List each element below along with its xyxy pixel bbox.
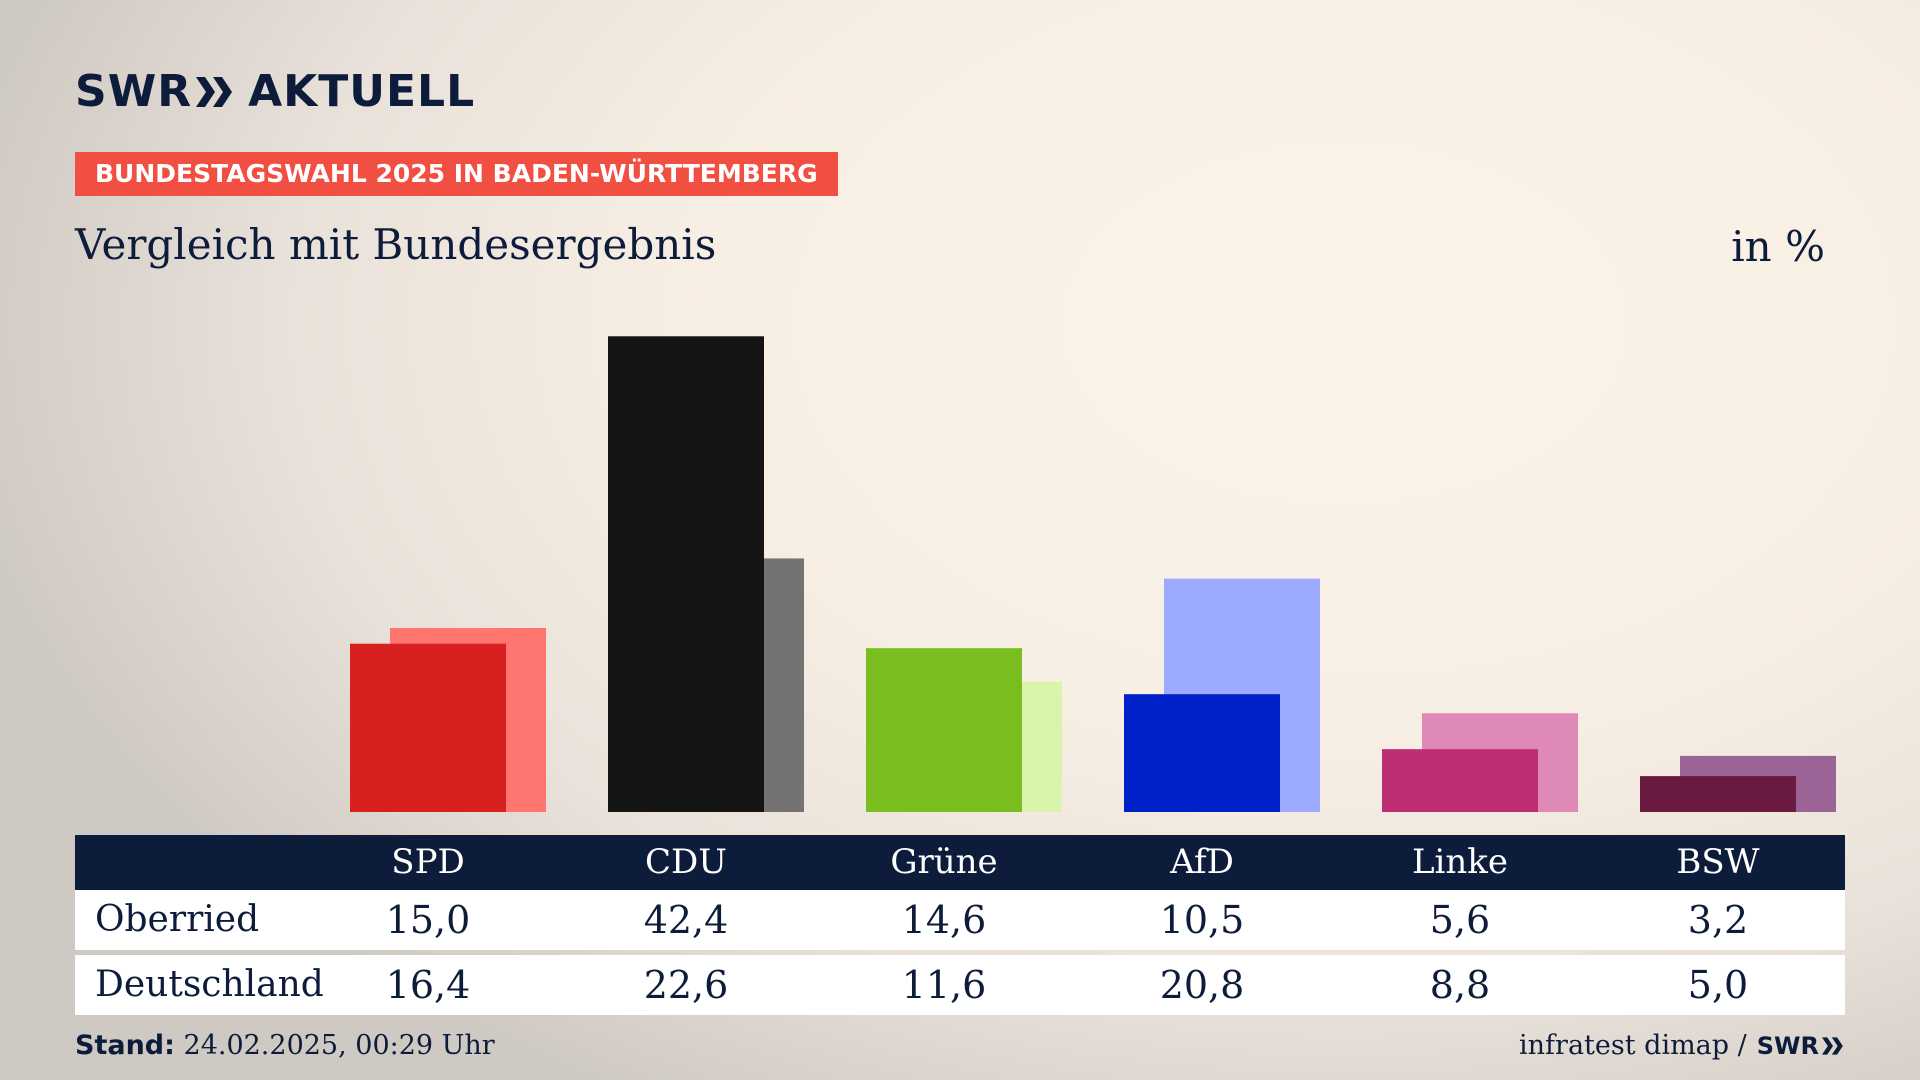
bar-oberried-afd: [1124, 694, 1280, 812]
source-brand: SWR: [1756, 1031, 1819, 1060]
election-banner: BUNDESTAGSWAHL 2025 IN BADEN-WÜRTTEMBERG: [75, 152, 838, 196]
table-cell: 3,2: [1687, 898, 1749, 942]
table-cell: 22,6: [643, 963, 729, 1007]
results-table: SPD CDU Grüne AfD Linke BSW Oberried 15,0 42,4…: [75, 835, 1845, 1015]
swr-mini-logo: SWR: [1757, 1032, 1844, 1060]
swr-aktuell-logo: SWR AKTUELL: [75, 66, 475, 117]
bar-oberried-gruene: [866, 648, 1022, 812]
table-cell: 42,4: [643, 898, 729, 942]
table-cell: 5,0: [1687, 963, 1749, 1007]
table-cell: 20,8: [1159, 963, 1245, 1007]
table-cell: 14,6: [901, 898, 987, 942]
table-cell: 16,4: [385, 963, 471, 1007]
table-header: SPD CDU Grüne AfD Linke BSW: [75, 835, 1845, 890]
column-header-gruene: Grüne: [890, 842, 998, 882]
column-header-bsw: BSW: [1676, 842, 1760, 882]
table-row-deutschland: Deutschland 16,4 22,6 11,6 20,8 8,8 5,0: [75, 955, 1845, 1015]
column-header-afd: AfD: [1170, 842, 1234, 882]
logo-swr-text: SWR: [75, 66, 193, 117]
chart-subtitle: Vergleich mit Bundesergebnis: [75, 220, 717, 269]
logo-aktuell-text: AKTUELL: [248, 66, 476, 117]
table-cell: 11,6: [901, 963, 987, 1007]
column-header-linke: Linke: [1411, 842, 1509, 882]
bar-oberried-linke: [1382, 749, 1538, 812]
bar-chart: [350, 336, 1836, 812]
row-label: Deutschland: [95, 964, 324, 1005]
column-header-cdu: CDU: [645, 842, 727, 882]
unit-label: in %: [1731, 222, 1825, 271]
stand-value: 24.02.2025, 00:29 Uhr: [183, 1030, 495, 1061]
bar-oberried-cdu: [608, 336, 764, 812]
double-chevron-icon: [196, 76, 233, 107]
bar-oberried-bsw: [1640, 776, 1796, 812]
row-label: Oberried: [95, 899, 260, 940]
timestamp: Stand: 24.02.2025, 00:29 Uhr: [75, 1030, 495, 1061]
source-credit: infratest dimap / SWR: [1519, 1030, 1844, 1061]
table-row-oberried: Oberried 15,0 42,4 14,6 10,5 5,6 3,2: [75, 890, 1845, 950]
stand-label: Stand:: [75, 1030, 175, 1061]
table-cell: 10,5: [1159, 898, 1245, 942]
bar-oberried-spd: [350, 643, 506, 812]
table-cell: 8,8: [1429, 963, 1491, 1007]
table-cell: 5,6: [1429, 898, 1491, 942]
source-text: infratest dimap /: [1519, 1030, 1747, 1061]
column-header-spd: SPD: [391, 842, 465, 882]
table-cell: 15,0: [385, 898, 471, 942]
double-chevron-icon: [1822, 1036, 1843, 1055]
